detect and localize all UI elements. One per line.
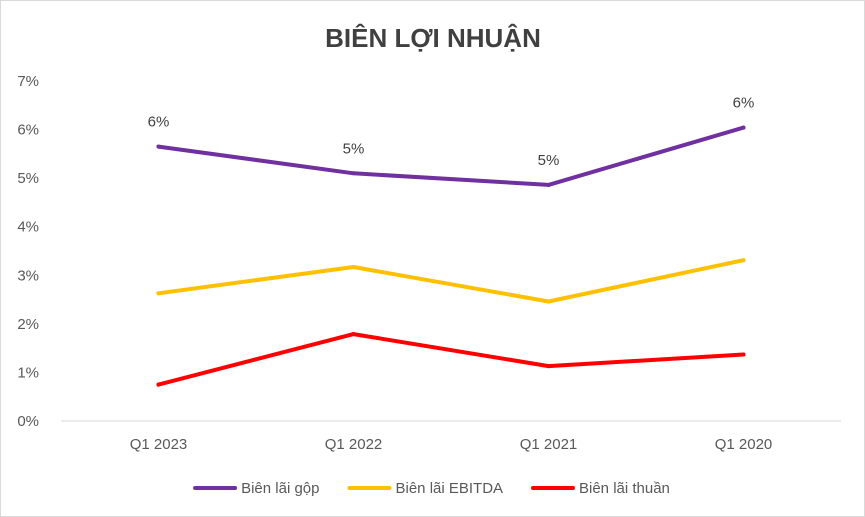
y-tick-label: 7% [17, 73, 39, 90]
series-1-point [741, 258, 746, 263]
series-2-point [156, 382, 161, 387]
data-label: 5% [343, 140, 365, 157]
series-0-point [546, 182, 551, 187]
series-2-point [741, 352, 746, 357]
y-tick-label: 3% [17, 267, 39, 284]
y-axis: 0% 1% 2% 3% 4% 5% 6% 7% [17, 73, 39, 430]
series-line-2 [156, 332, 746, 387]
series-line-1 [156, 258, 746, 304]
data-labels: 6% 5% 5% 6% [148, 95, 755, 169]
series-1-point [546, 299, 551, 304]
legend-label: Biên lãi thuần [579, 480, 670, 497]
series-layer [156, 125, 746, 387]
y-tick-label: 1% [17, 364, 39, 381]
x-tick-label: Q1 2021 [520, 436, 578, 453]
legend-label: Biên lãi EBITDA [396, 480, 504, 497]
series-0-point [741, 125, 746, 130]
y-tick-label: 5% [17, 170, 39, 187]
legend-item: Biên lãi thuần [531, 480, 670, 497]
series-2-point [546, 364, 551, 369]
y-tick-label: 4% [17, 219, 39, 236]
legend-item: Biên lãi EBITDA [347, 480, 504, 497]
legend-item: Biên lãi gộp [193, 480, 320, 497]
data-label: 5% [538, 152, 560, 169]
legend-label: Biên lãi gộp [241, 480, 319, 497]
y-tick-label: 6% [17, 122, 39, 139]
y-tick-label: 0% [17, 413, 39, 430]
x-axis: Q1 2023 Q1 2022 Q1 2021 Q1 2020 [61, 420, 841, 453]
y-tick-label: 2% [17, 316, 39, 333]
series-2-point [351, 332, 356, 337]
series-0-point [156, 144, 161, 149]
series-1-point [351, 265, 356, 270]
series-line-0 [156, 125, 746, 187]
data-label: 6% [148, 114, 170, 131]
data-label: 6% [733, 95, 755, 112]
x-tick-label: Q1 2023 [130, 436, 188, 453]
series-0-point [351, 171, 356, 176]
chart-title: BIÊN LỢI NHUẬN [325, 23, 541, 53]
x-tick-label: Q1 2020 [715, 436, 773, 453]
x-tick-label: Q1 2022 [325, 436, 383, 453]
series-1-point [156, 291, 161, 296]
legend: Biên lãi gộp Biên lãi EBITDA Biên lãi thuầ… [193, 480, 670, 497]
